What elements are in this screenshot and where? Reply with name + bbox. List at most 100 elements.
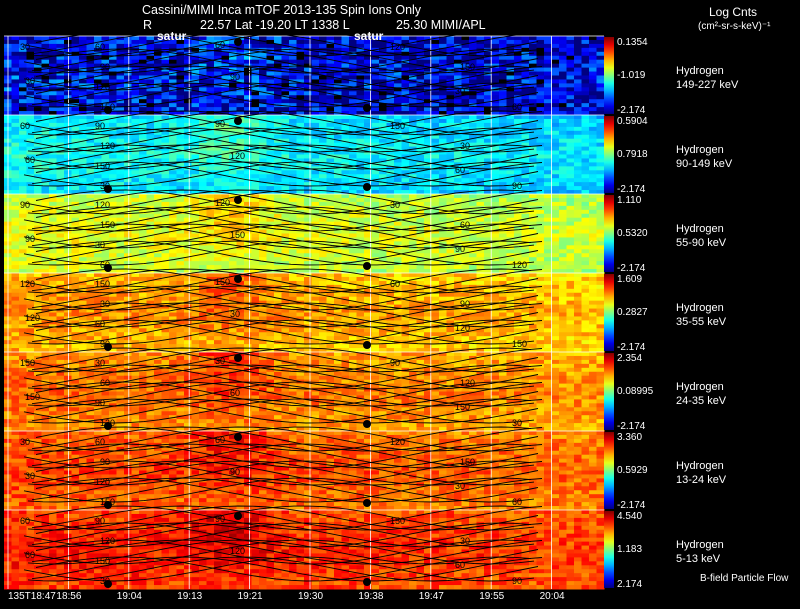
heat-cell xyxy=(559,36,567,41)
heat-cell xyxy=(94,201,102,207)
heat-cell xyxy=(536,91,545,96)
heat-cell xyxy=(11,233,20,238)
heat-cell xyxy=(199,174,207,179)
heat-cell xyxy=(154,75,162,80)
heat-cell xyxy=(124,241,132,246)
heat-cell xyxy=(146,186,155,191)
heat-cell xyxy=(514,186,522,191)
heat-cell xyxy=(199,229,207,234)
heat-cell xyxy=(161,154,170,159)
heat-cell xyxy=(349,253,357,258)
heat-cell xyxy=(11,103,20,108)
heat-cell xyxy=(326,59,335,65)
heat-cell xyxy=(199,63,207,69)
heat-cell xyxy=(116,130,125,136)
heat-cell xyxy=(49,134,57,140)
heat-cell xyxy=(251,103,260,108)
heat-cell xyxy=(221,36,230,41)
heat-cell xyxy=(176,217,185,223)
heat-cell xyxy=(26,178,35,183)
heat-cell xyxy=(424,75,432,80)
contour-label: 150 xyxy=(95,161,110,171)
heat-cell xyxy=(109,201,117,207)
heat-cell xyxy=(229,269,237,274)
heat-cell xyxy=(161,36,170,41)
heat-cell xyxy=(499,115,507,120)
heat-cell xyxy=(589,67,597,73)
heat-cell xyxy=(184,261,192,266)
heat-cell xyxy=(454,134,462,140)
heat-cell xyxy=(484,126,492,132)
heat-cell xyxy=(379,253,387,258)
heat-cell xyxy=(446,51,455,57)
heat-cell xyxy=(229,87,237,92)
heat-cell xyxy=(536,201,545,207)
heat-cell xyxy=(184,134,192,140)
heat-cell xyxy=(139,107,147,112)
heat-cell xyxy=(71,79,80,84)
heat-cell xyxy=(484,241,492,246)
heat-cell xyxy=(386,205,395,211)
contour-line xyxy=(27,223,539,249)
heat-cell xyxy=(56,99,65,104)
heat-cell xyxy=(461,217,470,223)
heat-cell xyxy=(251,265,260,270)
heat-cell xyxy=(56,130,65,136)
heat-cell xyxy=(251,122,260,128)
heat-cell xyxy=(371,182,380,187)
heat-cell xyxy=(506,111,515,116)
heat-cell xyxy=(236,186,245,191)
heat-cell xyxy=(131,182,140,187)
heat-cell xyxy=(236,122,245,128)
heat-cell xyxy=(506,237,515,242)
heat-cell xyxy=(236,59,245,65)
heat-cell xyxy=(41,197,50,203)
heat-cell xyxy=(169,71,177,76)
heat-cell xyxy=(401,115,410,120)
heat-cell xyxy=(514,36,522,41)
heat-cell xyxy=(326,103,335,108)
heat-cell xyxy=(131,36,140,41)
heat-cell xyxy=(574,99,582,104)
heat-cell xyxy=(199,197,207,203)
heat-cell xyxy=(499,201,507,207)
heat-cell xyxy=(581,205,590,211)
heat-cell xyxy=(26,83,35,88)
heat-cell xyxy=(371,269,380,274)
heat-cell xyxy=(131,197,140,203)
heat-cell xyxy=(191,51,200,57)
heat-cell xyxy=(371,99,380,104)
heat-cell xyxy=(596,99,605,104)
heat-cell xyxy=(356,158,365,163)
heat-cell xyxy=(499,174,507,179)
heat-cell xyxy=(71,154,80,159)
heat-cell xyxy=(551,150,560,155)
heat-cell xyxy=(101,201,110,207)
heat-cell xyxy=(71,130,80,136)
heat-cell xyxy=(11,182,20,187)
heat-cell xyxy=(191,103,200,108)
heat-cell xyxy=(266,142,275,148)
heat-cell xyxy=(484,174,492,179)
heat-cell xyxy=(281,138,290,144)
heat-cell xyxy=(476,122,485,128)
heat-cell xyxy=(86,217,95,223)
contour-line xyxy=(35,110,532,136)
heat-cell xyxy=(199,39,207,45)
heat-cell xyxy=(79,225,87,231)
heat-cell xyxy=(536,154,545,159)
heat-cell xyxy=(146,115,155,120)
heat-cell xyxy=(304,150,312,155)
heat-cell xyxy=(514,146,522,152)
heat-cell xyxy=(461,229,470,234)
heat-cell xyxy=(424,174,432,179)
contour-line xyxy=(35,48,532,74)
heat-cell xyxy=(109,91,117,96)
heat-cell xyxy=(551,36,560,41)
heat-cell xyxy=(431,154,440,159)
heat-cell xyxy=(131,43,140,49)
heat-cell xyxy=(11,190,20,195)
heat-cell xyxy=(379,75,387,80)
heat-cell xyxy=(401,186,410,191)
heat-cell xyxy=(416,36,425,41)
